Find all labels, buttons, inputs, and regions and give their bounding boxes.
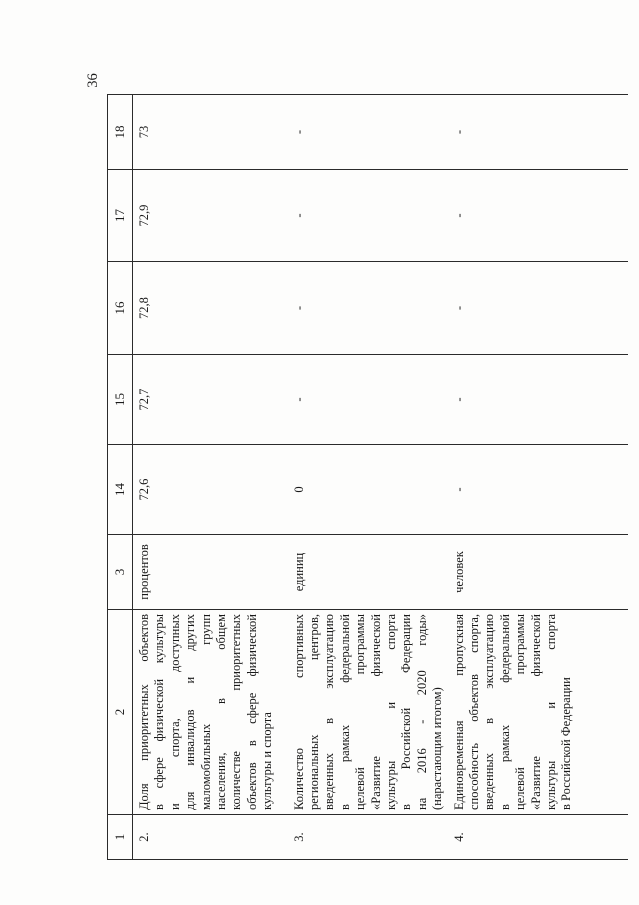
header-cell-18: 18 [107, 94, 133, 170]
rotated-table-container: 1 2 3 14 15 16 17 18 2. Доля приоритетны… [107, 94, 628, 860]
value-cell-15: - [447, 354, 628, 445]
text-line: для инвалидов и других [183, 614, 198, 810]
indicator-name-cell: Доля приоритетных объектов в сфере физиче… [132, 609, 288, 815]
value-cell-15: 72,7 [132, 354, 288, 445]
value-cell-18: 73 [132, 94, 288, 170]
text-line: в рамках федеральной [497, 614, 512, 810]
unit-cell: процентов [132, 534, 288, 610]
value-cell-18: - [287, 94, 448, 170]
value-cell-16: - [287, 261, 448, 355]
value-cell-16: - [447, 261, 628, 355]
indicators-table: 1 2 3 14 15 16 17 18 2. Доля приоритетны… [107, 94, 628, 860]
value-cell-18: - [447, 94, 628, 170]
text-line: целевой программы [513, 614, 528, 810]
page-number: 36 [84, 73, 101, 88]
text-line: объектов в сфере физической [244, 614, 259, 810]
indicator-name-cell: Единовременная пропускная способность объ… [447, 609, 628, 815]
text-line: населения, в общем [214, 614, 229, 810]
header-cell-1: 1 [107, 814, 133, 860]
value-cell-17: - [287, 169, 448, 262]
text-line: на 2016 - 2020 годы» [414, 614, 429, 810]
value-cell-14: - [447, 444, 628, 535]
text-line: культуры и спорта [260, 712, 275, 810]
text-line: и спорта, доступных [167, 614, 182, 810]
value-cell-16: 72,8 [132, 261, 288, 355]
row-number-cell: 3. [287, 814, 448, 860]
text-line: региональных центров, [306, 614, 321, 810]
value-cell-14: 72,6 [132, 444, 288, 535]
text-line: «Развитие физической [528, 614, 543, 810]
unit-cell: человек [447, 534, 628, 610]
text-line: Доля приоритетных объектов [137, 614, 151, 810]
table-row: 4. Единовременная пропускная способность … [447, 94, 628, 860]
text-line: способность объектов спорта, [466, 614, 481, 810]
value-cell-17: 72,9 [132, 169, 288, 262]
text-line: введенных в эксплуатацию [482, 614, 497, 810]
value-cell-14: 0 [287, 444, 448, 535]
text-line: культуры и спорта [383, 614, 398, 810]
row-number-cell: 2. [132, 814, 288, 860]
text-line: в Российской Федерации [559, 677, 574, 810]
header-cell-17: 17 [107, 169, 133, 262]
text-line: Единовременная пропускная [451, 614, 466, 810]
row-number-cell: 4. [447, 814, 628, 860]
header-cell-3: 3 [107, 534, 133, 610]
table-header-row: 1 2 3 14 15 16 17 18 [107, 94, 133, 860]
text-line: Количество спортивных [291, 614, 306, 810]
text-line: (нарастающим итогом) [430, 687, 445, 810]
table-row: 2. Доля приоритетных объектов в сфере физ… [132, 94, 288, 860]
text-line: количестве приоритетных [229, 614, 244, 810]
header-cell-16: 16 [107, 261, 133, 355]
text-line: маломобильных групп [198, 614, 213, 810]
text-line: в сфере физической культуры [152, 614, 167, 810]
header-cell-2: 2 [107, 609, 133, 815]
header-cell-14: 14 [107, 444, 133, 535]
value-cell-17: - [447, 169, 628, 262]
text-line: в Российской Федерации [399, 614, 414, 810]
table-row: 3. Количество спортивных региональных цен… [287, 94, 448, 860]
text-line: «Развитие физической [368, 614, 383, 810]
header-cell-15: 15 [107, 354, 133, 445]
text-line: в рамках федеральной [337, 614, 352, 810]
text-line: введенных в эксплуатацию [322, 614, 337, 810]
indicator-name-cell: Количество спортивных региональных центро… [287, 609, 448, 815]
value-cell-15: - [287, 354, 448, 445]
text-line: культуры и спорта [544, 614, 558, 810]
unit-cell: единиц [287, 534, 448, 610]
text-line: целевой программы [353, 614, 368, 810]
